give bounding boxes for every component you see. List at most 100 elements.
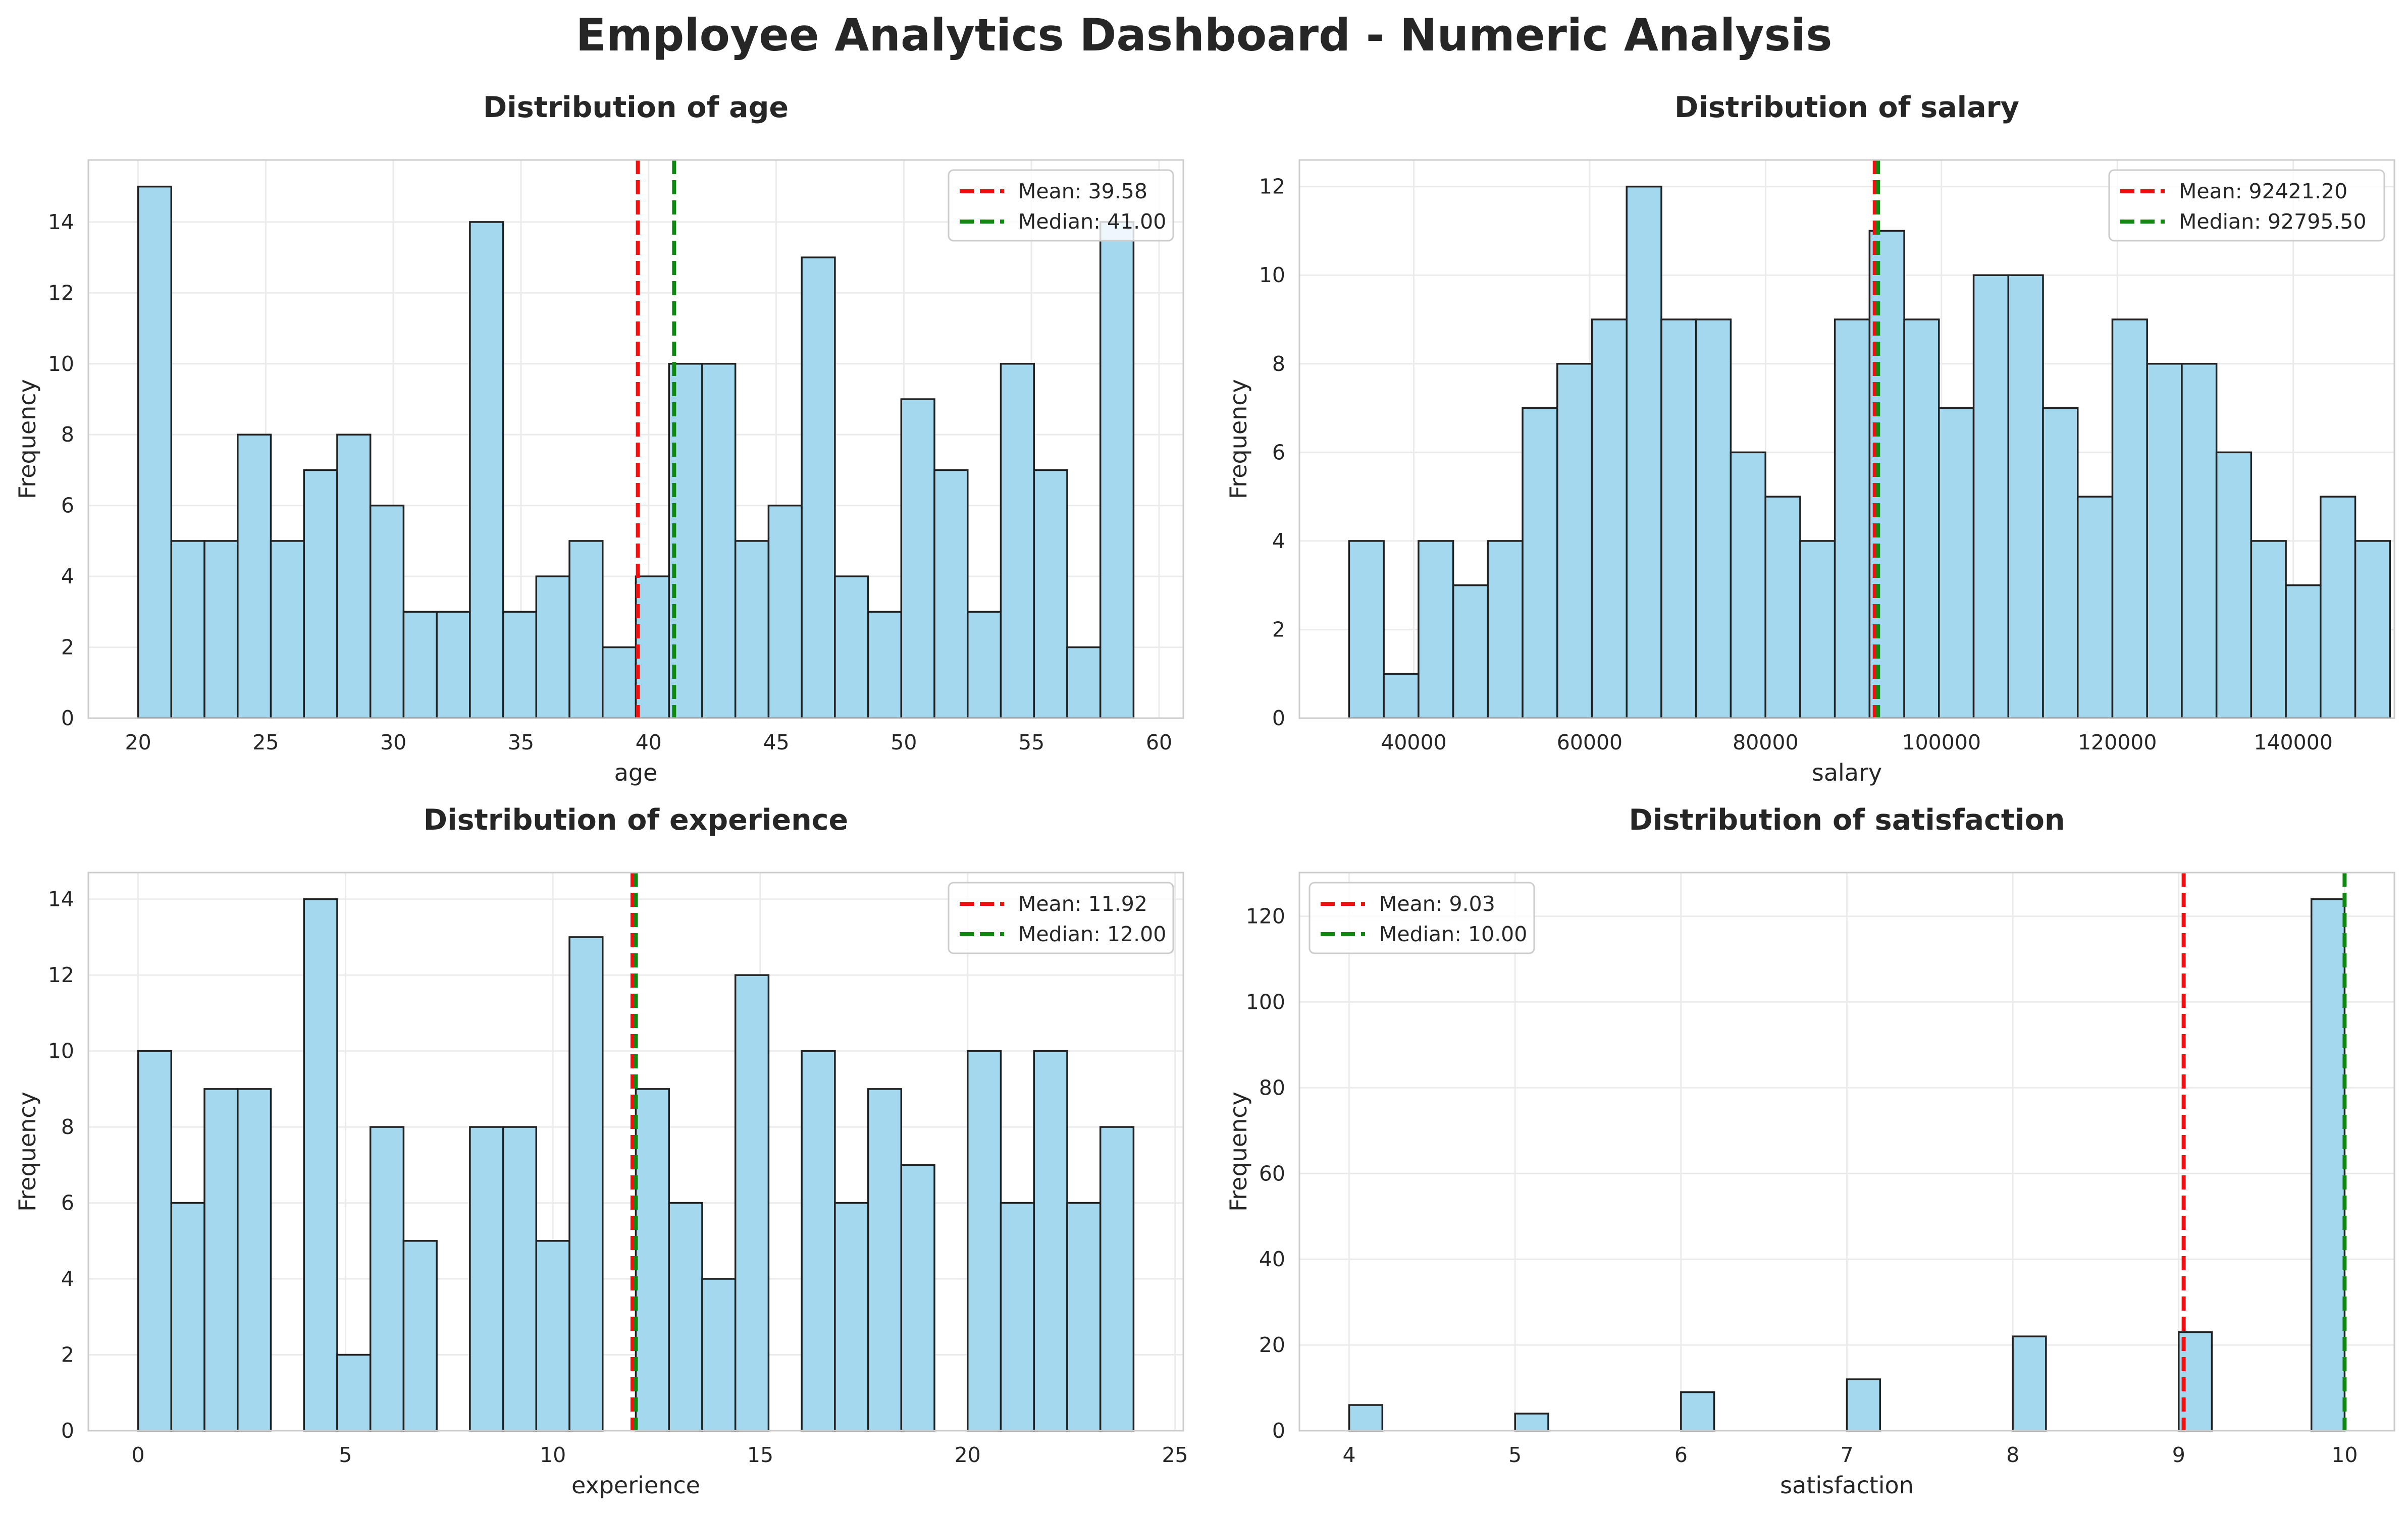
histogram-bar bbox=[203, 1088, 239, 1432]
x-axis-label: experience bbox=[571, 1472, 700, 1499]
histogram-bar bbox=[834, 575, 869, 719]
histogram-bar bbox=[1660, 318, 1697, 719]
histogram-bar bbox=[1033, 469, 1068, 719]
histogram-bar bbox=[535, 1240, 570, 1432]
y-tick-label: 0 bbox=[1272, 706, 1285, 730]
histogram-bar bbox=[1846, 1378, 1881, 1432]
histogram-bar bbox=[436, 611, 471, 719]
histogram-bar bbox=[1348, 1404, 1384, 1432]
y-tick-label: 4 bbox=[61, 1267, 74, 1291]
histogram-bar bbox=[834, 1202, 869, 1432]
histogram-bar bbox=[1730, 451, 1766, 719]
histogram-bar bbox=[1348, 540, 1385, 719]
histogram-bar bbox=[303, 469, 338, 719]
x-tick-label: 25 bbox=[1162, 1443, 1188, 1467]
histogram-bar bbox=[867, 1088, 903, 1432]
histogram-bar bbox=[369, 504, 405, 719]
y-tick-label: 0 bbox=[61, 1419, 74, 1443]
histogram-bar bbox=[170, 1202, 205, 1432]
legend-median-label: Median: 12.00 bbox=[1018, 922, 1166, 946]
x-tick-label: 8 bbox=[2006, 1443, 2019, 1467]
y-tick-label: 120 bbox=[1246, 904, 1285, 929]
histogram-bar bbox=[967, 611, 1002, 719]
x-tick-label: 6 bbox=[1674, 1443, 1688, 1467]
histogram-bar bbox=[2285, 584, 2322, 719]
y-tick-label: 8 bbox=[61, 422, 74, 447]
y-tick-label: 12 bbox=[48, 281, 74, 305]
legend-box bbox=[948, 882, 1174, 954]
histogram-bar bbox=[369, 1126, 405, 1432]
histogram-bar bbox=[568, 936, 604, 1432]
histogram-bar bbox=[1418, 540, 1454, 719]
histogram-bar bbox=[1066, 646, 1102, 719]
x-tick-label: 15 bbox=[747, 1443, 773, 1467]
x-axis-label: age bbox=[614, 759, 658, 786]
histogram-bar bbox=[1626, 185, 1662, 719]
dashboard-title: Employee Analytics Dashboard - Numeric A… bbox=[575, 9, 1833, 61]
axes-frame bbox=[1298, 159, 2395, 719]
y-tick-label: 2 bbox=[61, 635, 74, 660]
histogram-bar bbox=[2215, 451, 2253, 719]
histogram-bar bbox=[137, 1050, 173, 1432]
histogram-bar bbox=[734, 540, 770, 719]
histogram-bar bbox=[1695, 318, 1732, 719]
histogram-bar bbox=[203, 540, 239, 719]
chart-title: Distribution of satisfaction bbox=[1629, 803, 2065, 837]
x-tick-label: 10 bbox=[2331, 1443, 2358, 1467]
histogram-bar bbox=[2320, 496, 2357, 719]
histogram-bar bbox=[767, 504, 803, 719]
histogram-bar bbox=[1680, 1391, 1715, 1432]
x-tick-label: 35 bbox=[508, 730, 534, 754]
legend-box bbox=[948, 169, 1174, 242]
histogram-bar bbox=[2007, 274, 2044, 719]
histogram-bar bbox=[1033, 1050, 1068, 1432]
histogram-bar bbox=[1903, 318, 1940, 719]
legend: Mean: 39.58 Median: 41.00 bbox=[948, 169, 1174, 242]
histogram-bar bbox=[2181, 363, 2218, 719]
legend-box bbox=[1308, 882, 1535, 954]
chart-panel-2: 40000 60000 80000 100000 120000 140000 0 2 4 6 8 10… bbox=[1225, 91, 2395, 786]
x-tick-label: 7 bbox=[1840, 1443, 1853, 1467]
histogram-bar bbox=[967, 1050, 1002, 1432]
axes-frame bbox=[87, 159, 1184, 719]
legend-mean-label: Mean: 39.58 bbox=[1018, 179, 1147, 203]
y-tick-label: 4 bbox=[61, 564, 74, 588]
y-tick-label: 60 bbox=[1259, 1161, 1285, 1185]
histogram-bar bbox=[668, 1202, 703, 1432]
histogram-bar bbox=[867, 611, 903, 719]
histogram-bar bbox=[1514, 1413, 1549, 1432]
x-tick-label: 10 bbox=[540, 1443, 566, 1467]
histogram-bar bbox=[1591, 318, 1628, 719]
histogram-bar bbox=[2111, 318, 2148, 719]
histogram-bar bbox=[1487, 540, 1524, 719]
x-tick-label: 5 bbox=[1508, 1443, 1522, 1467]
y-tick-label: 2 bbox=[61, 1343, 74, 1367]
x-tick-label: 100000 bbox=[1902, 730, 1981, 754]
histogram-bar bbox=[502, 611, 538, 719]
histogram-bar bbox=[469, 221, 504, 719]
histogram-bar bbox=[270, 540, 305, 719]
histogram-bar bbox=[635, 1088, 670, 1432]
y-tick-label: 8 bbox=[61, 1115, 74, 1139]
x-tick-label: 20 bbox=[955, 1443, 981, 1467]
x-axis-label: salary bbox=[1812, 759, 1882, 786]
histogram-bar bbox=[1383, 673, 1420, 719]
y-tick-label: 20 bbox=[1259, 1333, 1285, 1357]
histogram-bar bbox=[237, 1088, 272, 1432]
y-tick-label: 8 bbox=[1272, 352, 1285, 376]
y-tick-label: 14 bbox=[48, 210, 74, 234]
histogram-bar bbox=[1099, 1126, 1135, 1432]
legend: Mean: 9.03 Median: 10.00 bbox=[1308, 882, 1535, 954]
histogram-bar bbox=[2076, 496, 2114, 719]
histogram-bar bbox=[568, 540, 604, 719]
x-tick-label: 30 bbox=[380, 730, 406, 754]
histogram-bar bbox=[170, 540, 205, 719]
y-tick-label: 6 bbox=[1272, 440, 1285, 464]
legend-mean-label: Mean: 9.03 bbox=[1379, 892, 1495, 916]
histogram-bar bbox=[303, 898, 338, 1432]
y-tick-label: 80 bbox=[1259, 1075, 1285, 1100]
x-axis-label: satisfaction bbox=[1780, 1472, 1914, 1499]
y-tick-label: 6 bbox=[61, 1191, 74, 1215]
histogram-bar bbox=[734, 974, 770, 1432]
y-tick-label: 10 bbox=[48, 352, 74, 376]
